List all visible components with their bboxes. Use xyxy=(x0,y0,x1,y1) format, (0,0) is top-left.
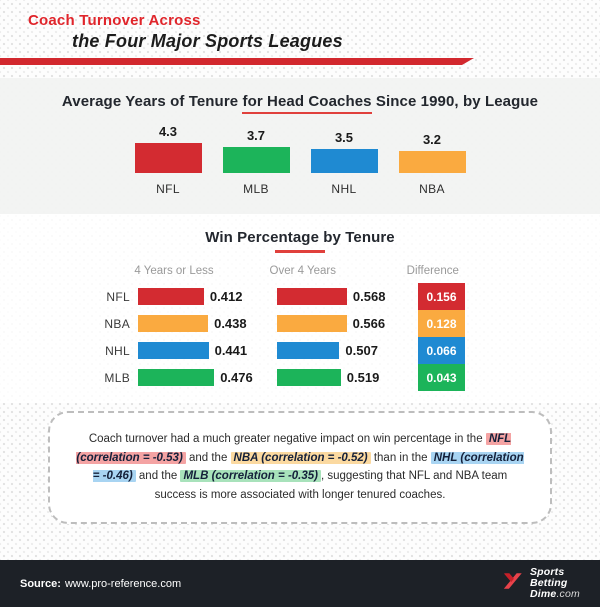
bar xyxy=(222,147,290,174)
tenure-category-label: NHL xyxy=(331,182,357,197)
note-highlight-nba: NBA (correlation = -0.52) xyxy=(230,451,371,464)
logo-com-suffix: .com xyxy=(556,588,580,601)
difference-badge: 0.066 xyxy=(418,337,465,365)
column-header-4-years-or-less: 4 Years or Less xyxy=(134,265,214,278)
row-label: MLB xyxy=(104,370,130,385)
bar xyxy=(277,288,347,306)
sportsbettingdime-logo: Sports Betting Dime.com xyxy=(502,565,580,601)
win-section: Win Percentage by Tenure 4 Years or Less… xyxy=(0,214,600,404)
note-highlight-mlb: MLB (correlation = -0.35) xyxy=(180,470,321,483)
bar-value: 0.476 xyxy=(220,370,253,386)
bar-cell: 0.412 xyxy=(138,288,277,306)
win-row-nfl: NFL 0.412 0.568 0.156 xyxy=(5,283,465,311)
tenure-bar-nhl: 3.5 NHL xyxy=(310,129,378,197)
bar-value: 0.507 xyxy=(345,343,378,359)
tenure-value-label: 3.5 xyxy=(334,129,354,145)
win-column-headers: 4 Years or Less Over 4 Years Difference xyxy=(5,265,465,277)
bar xyxy=(310,148,378,174)
bar-value: 0.568 xyxy=(352,289,386,305)
bar-cell: 0.438 xyxy=(138,315,277,333)
note-text: and the xyxy=(135,470,181,483)
win-row-nba: NBA 0.438 0.566 0.128 xyxy=(5,310,465,338)
tenure-category-label: NFL xyxy=(156,182,180,197)
bar xyxy=(134,143,202,174)
tenure-bar-nfl: 4.3 NFL xyxy=(134,124,202,197)
tenure-bar-chart: 4.3 NFL 3.7 MLB 3.5 NHL 3.2 NBA xyxy=(0,124,600,196)
note-area: Coach turnover had a much greater negati… xyxy=(0,411,600,524)
row-label: NFL xyxy=(106,289,130,304)
source-url: www.pro-reference.com xyxy=(64,577,182,590)
difference-badge: 0.043 xyxy=(418,364,465,392)
bar xyxy=(138,342,209,360)
bar-value: 0.412 xyxy=(209,289,243,305)
bar-value: 0.441 xyxy=(214,343,248,359)
tenure-title-prefix: Average Years of Tenure xyxy=(61,93,243,110)
logo-wordmark: Sports Betting Dime.com xyxy=(529,565,580,601)
bar-value: 0.566 xyxy=(352,316,386,332)
header-spacer xyxy=(5,265,134,277)
win-title-underline xyxy=(275,250,325,254)
tenure-title-underlined: for Head Coaches xyxy=(242,93,372,114)
bar-cell: 0.568 xyxy=(277,288,418,306)
bar xyxy=(277,342,340,360)
bar-cell: 0.507 xyxy=(277,342,418,360)
page-title-line2: the Four Major Sports Leagues xyxy=(72,31,343,51)
logo-line2: Betting xyxy=(529,576,568,589)
sbd-x-icon xyxy=(502,570,524,597)
column-header-over-4-years: Over 4 Years xyxy=(269,265,337,278)
tenure-bar-mlb: 3.7 MLB xyxy=(222,128,290,197)
note-text: than in the xyxy=(370,451,431,464)
bar xyxy=(138,369,215,387)
bar-cell: 0.441 xyxy=(138,342,277,360)
tenure-value-label: 3.2 xyxy=(422,131,442,147)
note-text: and the xyxy=(185,451,231,464)
tenure-category-label: NBA xyxy=(419,182,445,197)
tenure-section-title: Average Years of Tenure for Head Coaches… xyxy=(0,93,600,114)
tenure-category-label: MLB xyxy=(243,182,269,197)
source-label: Source: xyxy=(20,577,61,590)
source-credit: Source: www.pro-reference.com xyxy=(20,578,181,590)
difference-badge: 0.128 xyxy=(418,310,465,338)
note-text: Coach turnover had a much greater negati… xyxy=(88,433,486,446)
bar xyxy=(277,369,341,387)
bar xyxy=(138,315,209,333)
bar-cell: 0.566 xyxy=(277,315,418,333)
bar-cell: 0.519 xyxy=(277,369,418,387)
page-title-line1: Coach Turnover Across xyxy=(28,12,201,29)
correlation-note: Coach turnover had a much greater negati… xyxy=(48,411,552,524)
row-label: NHL xyxy=(105,343,130,358)
bar-value: 0.438 xyxy=(214,316,247,332)
bar-value: 0.519 xyxy=(346,370,380,386)
tenure-bar-nba: 3.2 NBA xyxy=(398,131,466,197)
win-section-title: Win Percentage by Tenure xyxy=(205,229,395,247)
note-text: , suggesting that NFL and NBA team succe… xyxy=(154,470,508,501)
bar xyxy=(138,288,204,306)
column-header-difference: Difference xyxy=(406,265,459,278)
tenure-value-label: 4.3 xyxy=(158,124,178,139)
bar xyxy=(277,315,347,333)
logo-line1: Sports xyxy=(529,565,565,578)
tenure-title-suffix: Since 1990, by League xyxy=(371,93,539,110)
header: Coach Turnover Across the Four Major Spo… xyxy=(0,0,600,65)
header-red-rule xyxy=(0,58,474,65)
win-row-nhl: NHL 0.441 0.507 0.066 xyxy=(5,337,465,365)
tenure-section: Average Years of Tenure for Head Coaches… xyxy=(0,78,600,215)
bar-cell: 0.476 xyxy=(138,369,277,387)
footer: Source: www.pro-reference.com Sports Bett… xyxy=(0,560,600,607)
bar xyxy=(398,150,466,174)
win-row-mlb: MLB 0.476 0.519 0.043 xyxy=(5,364,465,392)
win-table: 4 Years or Less Over 4 Years Difference … xyxy=(5,265,465,392)
difference-badge: 0.156 xyxy=(418,283,465,311)
tenure-value-label: 3.7 xyxy=(246,128,266,144)
logo-line3: Dime.com xyxy=(529,588,580,601)
row-label: NBA xyxy=(104,316,130,331)
